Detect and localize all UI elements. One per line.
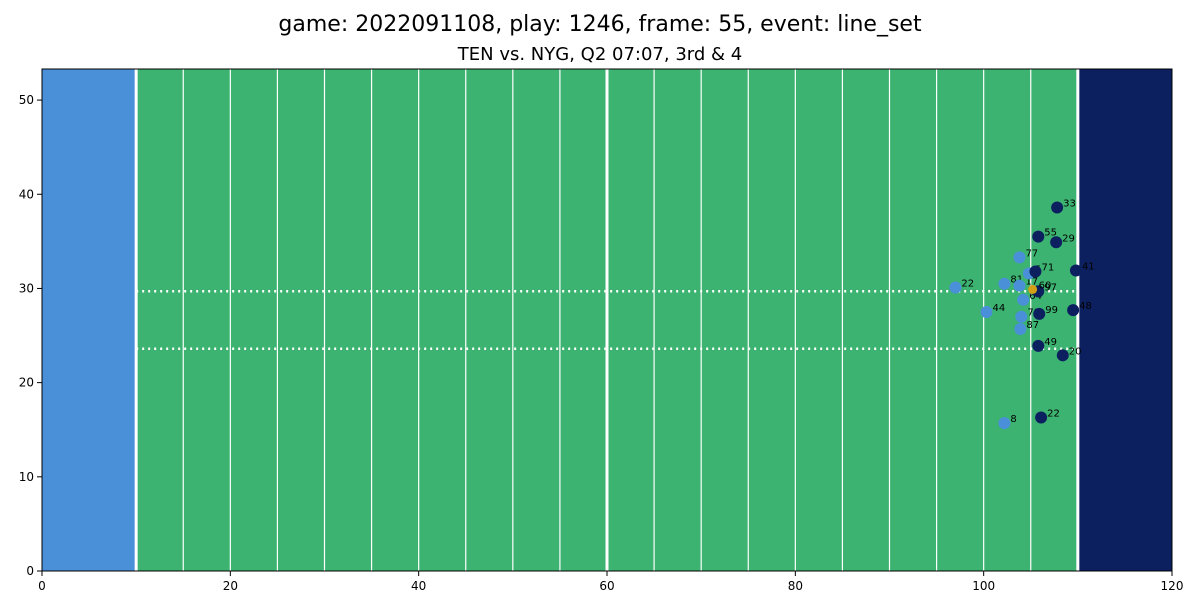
- player-marker-away: [1032, 339, 1045, 352]
- player-marker-away: [1051, 201, 1064, 214]
- player-label-home: 44: [992, 303, 1005, 314]
- player-label-away: 29: [1062, 233, 1075, 244]
- y-tick-label: 30: [19, 281, 34, 295]
- player-label-home: 22: [961, 279, 974, 290]
- x-tick-label: 80: [788, 579, 803, 593]
- x-tick-label: 120: [1161, 579, 1184, 593]
- player-label-away: 33: [1063, 198, 1076, 209]
- player-marker-home: [1017, 293, 1030, 306]
- player-marker-away: [1056, 349, 1069, 362]
- player-label-away: 22: [1047, 408, 1060, 419]
- football-label: 60: [1039, 280, 1052, 291]
- x-tick-label: 60: [599, 579, 614, 593]
- left-endzone: [42, 69, 137, 571]
- x-tick-label: 40: [411, 579, 426, 593]
- player-marker-home: [1014, 322, 1027, 335]
- axes: 0 20 40 60 80 100 120 0 10 20 30 40 50: [19, 68, 1184, 593]
- x-tick-label: 20: [223, 579, 238, 593]
- football-marker: [1028, 284, 1038, 294]
- player-marker-away: [1032, 230, 1045, 243]
- player-marker-home: [1013, 251, 1026, 264]
- player-marker-away: [1067, 304, 1080, 317]
- player-label-away: 97: [1044, 282, 1057, 293]
- player-label-home: 77: [1025, 248, 1038, 259]
- y-tick-label: 10: [19, 470, 34, 484]
- player-marker-home: [949, 281, 962, 294]
- player-label-home: 8: [1010, 414, 1016, 425]
- player-label-away: 41: [1082, 262, 1095, 273]
- player-marker-home: [1013, 279, 1026, 292]
- player-label-away: 71: [1041, 262, 1054, 273]
- player-label-away: 20: [1069, 346, 1082, 357]
- right-endzone: [1077, 69, 1172, 571]
- player-marker-away: [1029, 265, 1042, 278]
- player-marker-home: [980, 305, 993, 318]
- player-markers: 7722811756444788783355297141974899492022…: [949, 198, 1095, 430]
- player-marker-home: [998, 417, 1011, 430]
- player-marker-away: [1033, 307, 1046, 320]
- y-tick-label: 0: [26, 564, 34, 578]
- player-label-home: 87: [1026, 320, 1039, 331]
- player-label-home: 17: [1025, 277, 1038, 288]
- x-tick-label: 100: [972, 579, 995, 593]
- y-tick-label: 40: [19, 187, 34, 201]
- player-marker-away: [1069, 264, 1082, 277]
- player-marker-away: [1050, 236, 1063, 249]
- player-label-away: 49: [1044, 337, 1057, 348]
- chart-subtitle: TEN vs. NYG, Q2 07:07, 3rd & 4: [457, 44, 742, 65]
- player-marker-home: [1015, 310, 1028, 323]
- y-tick-label: 20: [19, 376, 34, 390]
- player-marker-away: [1035, 411, 1048, 424]
- x-tick-label: 0: [38, 579, 46, 593]
- player-label-home: 81: [1010, 275, 1023, 286]
- plot-area: [42, 69, 1172, 571]
- y-tick-label: 50: [19, 93, 34, 107]
- player-label-away: 55: [1044, 228, 1057, 239]
- player-marker-home: [998, 277, 1011, 290]
- chart-title: game: 2022091108, play: 1246, frame: 55,…: [278, 12, 922, 37]
- player-label-away: 48: [1079, 301, 1092, 312]
- player-label-away: 99: [1045, 305, 1058, 316]
